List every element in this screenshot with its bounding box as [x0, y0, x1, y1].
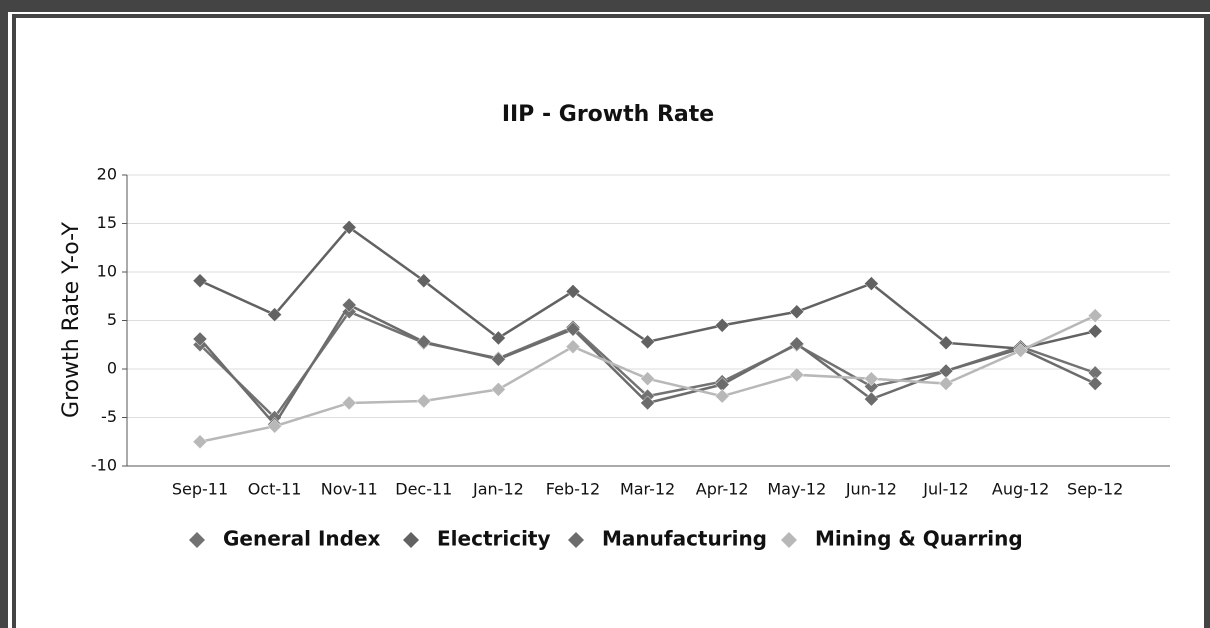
- x-tick-label: Apr-12: [696, 480, 749, 499]
- point: [789, 304, 805, 320]
- y-tick-label: 5: [107, 310, 117, 329]
- y-axis-label: Growth Rate Y-o-Y: [59, 222, 84, 418]
- point: [864, 276, 879, 291]
- point: [1087, 376, 1103, 391]
- point: [864, 371, 879, 387]
- point: [491, 330, 506, 346]
- frame-right: [1204, 14, 1210, 628]
- frame-top-inner: [12, 14, 1210, 18]
- y-tick-label: 20: [97, 165, 117, 184]
- point: [341, 220, 357, 235]
- point: [341, 297, 357, 313]
- point: [1087, 308, 1103, 324]
- chart-title: IIP - Growth Rate: [502, 102, 714, 127]
- x-tick-label: Jun-12: [845, 480, 897, 499]
- point: [714, 317, 730, 333]
- point: [938, 335, 954, 351]
- point: [714, 388, 730, 404]
- point: [192, 434, 208, 450]
- x-tick-label: Feb-12: [546, 480, 600, 499]
- y-tick-label: 0: [107, 359, 117, 378]
- point: [416, 273, 432, 289]
- frame-top: [0, 0, 1210, 12]
- point: [789, 336, 805, 352]
- point: [565, 321, 581, 337]
- point: [864, 391, 879, 407]
- frame-left-inner: [12, 14, 16, 628]
- x-tick-label: Aug-12: [992, 480, 1049, 499]
- x-tick-label: Jul-12: [922, 480, 968, 499]
- point: [416, 334, 432, 350]
- x-tick-label: Sep-12: [1067, 480, 1123, 499]
- legend-marker: [403, 532, 419, 548]
- frame-left: [0, 0, 8, 628]
- legend-label: Mining & Quarring: [815, 527, 1023, 551]
- x-tick-label: Sep-11: [172, 480, 228, 499]
- point: [341, 395, 357, 411]
- point: [565, 339, 581, 355]
- point: [192, 331, 208, 347]
- point: [640, 371, 655, 387]
- x-tick-label: Jan-12: [472, 480, 524, 499]
- legend-marker: [568, 532, 584, 548]
- x-tick-label: Oct-11: [248, 480, 302, 499]
- y-tick-label: -10: [91, 456, 117, 475]
- point: [640, 334, 655, 350]
- point: [938, 376, 954, 391]
- y-tick-label: 15: [97, 213, 117, 232]
- point: [1087, 323, 1103, 339]
- legend-marker: [189, 532, 205, 548]
- point: [565, 284, 581, 299]
- point: [267, 307, 282, 323]
- x-tick-label: Nov-11: [321, 480, 378, 499]
- point: [1013, 343, 1028, 358]
- legend-label: Manufacturing: [602, 527, 767, 551]
- point: [640, 395, 655, 411]
- y-tick-label: 10: [97, 262, 117, 281]
- point: [267, 418, 282, 434]
- x-tick-label: May-12: [767, 480, 826, 499]
- x-tick-label: Mar-12: [620, 480, 675, 499]
- point: [789, 367, 805, 383]
- point: [491, 351, 506, 367]
- legend-label: General Index: [223, 527, 381, 551]
- y-tick-label: -5: [101, 407, 117, 426]
- legend-label: Electricity: [437, 527, 551, 551]
- legend-marker: [781, 532, 797, 548]
- point: [491, 382, 506, 397]
- point: [416, 393, 432, 409]
- point: [192, 273, 208, 289]
- x-tick-label: Dec-11: [395, 480, 452, 499]
